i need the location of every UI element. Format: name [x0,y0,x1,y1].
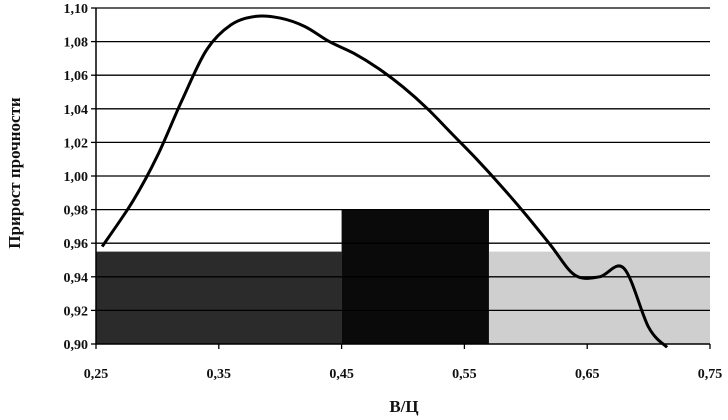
x-tick-label: 0,75 [698,367,723,382]
y-tick-label: 0,92 [64,304,89,319]
y-tick-label: 0,94 [64,271,89,286]
axes-layer [91,7,711,349]
curve-layer [100,14,669,349]
y-axis-title: Прирост прочности [5,97,24,249]
x-tick-label: 0,25 [84,367,109,382]
y-tick-label: 1,06 [64,69,89,84]
x-tick-label: 0,65 [575,367,600,382]
grid-layer [96,7,710,312]
y-tick-label: 0,98 [64,204,89,219]
y-tick-label: 1,04 [64,103,89,118]
x-tick-label: 0,45 [329,367,354,382]
bar-1 [96,251,342,344]
strength-curve [100,14,669,349]
y-tick-label: 0,96 [64,237,89,252]
y-tick-label: 1,08 [64,36,89,51]
y-tick-labels: 0,90 0,92 0,94 0,96 0,98 1,00 1,02 1,04 1,06 1,08… [64,2,89,353]
x-axis-title: В/Ц [389,397,418,416]
bar-3 [488,251,710,344]
x-tick-label: 0,55 [452,367,477,382]
y-tick-label: 0,90 [64,338,89,353]
y-tick-label: 1,10 [64,2,89,17]
x-tick-label: 0,35 [207,367,232,382]
y-tick-label: 1,00 [64,170,89,185]
y-tick-label: 1,02 [64,136,89,151]
x-tick-labels: 0,25 0,35 0,45 0,55 0,65 0,75 [84,367,723,382]
